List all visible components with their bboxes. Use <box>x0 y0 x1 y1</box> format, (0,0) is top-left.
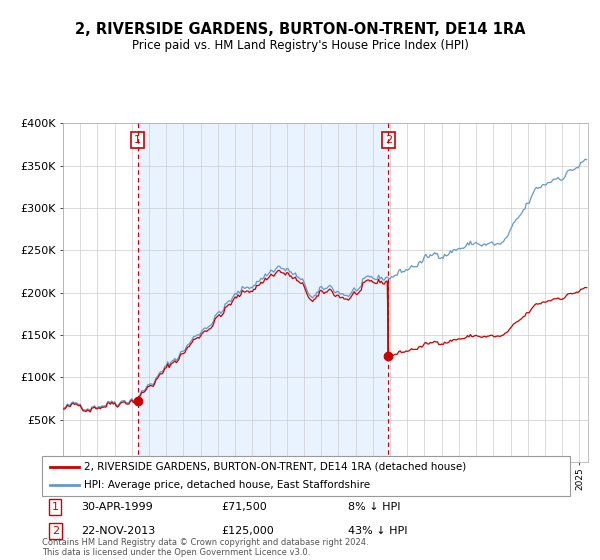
FancyBboxPatch shape <box>42 456 570 496</box>
Bar <box>137 123 388 462</box>
Text: 30-APR-1999: 30-APR-1999 <box>82 502 154 512</box>
Text: Contains HM Land Registry data © Crown copyright and database right 2024.
This d: Contains HM Land Registry data © Crown c… <box>42 538 368 557</box>
Text: £125,000: £125,000 <box>221 526 274 536</box>
Text: 43% ↓ HPI: 43% ↓ HPI <box>348 526 408 536</box>
Text: 1: 1 <box>134 135 141 145</box>
Text: £71,500: £71,500 <box>221 502 267 512</box>
Text: 2, RIVERSIDE GARDENS, BURTON-ON-TRENT, DE14 1RA (detached house): 2, RIVERSIDE GARDENS, BURTON-ON-TRENT, D… <box>84 462 466 472</box>
Text: 1: 1 <box>52 502 59 512</box>
Text: 2: 2 <box>52 526 59 536</box>
Text: 22-NOV-2013: 22-NOV-2013 <box>82 526 156 536</box>
Text: 8% ↓ HPI: 8% ↓ HPI <box>348 502 401 512</box>
Text: Price paid vs. HM Land Registry's House Price Index (HPI): Price paid vs. HM Land Registry's House … <box>131 39 469 52</box>
Text: 2: 2 <box>385 135 392 145</box>
Text: HPI: Average price, detached house, East Staffordshire: HPI: Average price, detached house, East… <box>84 480 370 490</box>
Text: 2, RIVERSIDE GARDENS, BURTON-ON-TRENT, DE14 1RA: 2, RIVERSIDE GARDENS, BURTON-ON-TRENT, D… <box>75 22 525 38</box>
